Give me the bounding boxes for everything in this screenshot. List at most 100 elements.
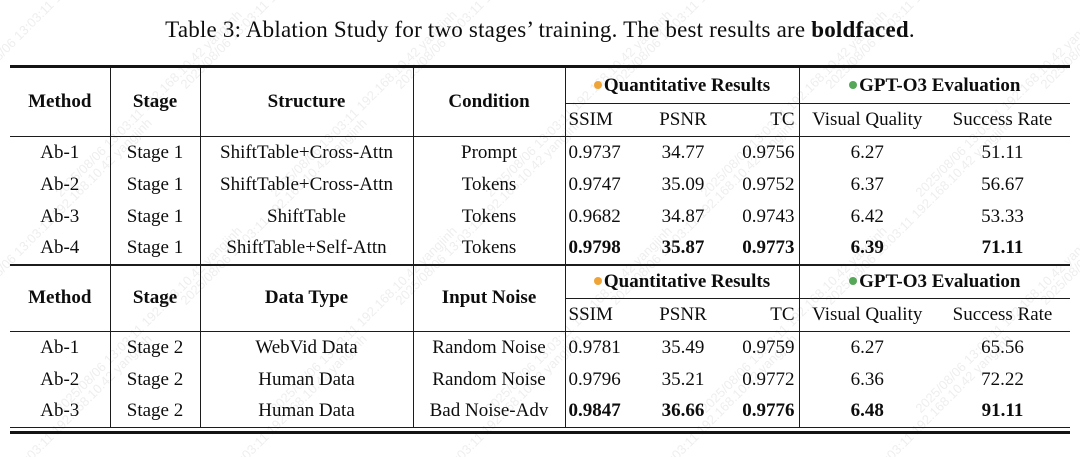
cell-stage: Stage 1 (110, 232, 201, 265)
cell-stage: Stage 2 (110, 331, 201, 364)
cell-stage: Stage 1 (110, 168, 201, 201)
section2-group-header-row: Method Stage Data Type Input Noise Quant… (10, 263, 1071, 332)
cell-tc: 0.9743 (723, 200, 800, 233)
cell-structure: ShiftTable+Cross-Attn (200, 136, 414, 169)
section1-metric-header-row: SSIM PSNR TC Visual Quality Success Rate (10, 103, 1071, 137)
header-method: Method (10, 66, 111, 137)
cell-success-rate: 53.33 (981, 205, 1024, 227)
cell-success-rate: 72.22 (981, 368, 1024, 390)
table-row-s2-ab1: Ab-1 Stage 2 WebVid Data Random Noise 0.… (10, 331, 1070, 364)
ablation-study-table: Method Stage Structure Condition Quantit… (10, 65, 1071, 428)
cell-structure: ShiftTable+Self-Attn (200, 232, 414, 265)
table-row-s1-ab3: Ab-3 Stage 1 ShiftTable Tokens 0.9682 34… (10, 200, 1070, 233)
cell-visual-quality: 6.27 (850, 141, 884, 163)
cell-input-noise: Random Noise (413, 363, 566, 396)
cell-condition: Prompt (413, 136, 566, 169)
cell-psnr: 36.66 (661, 400, 705, 422)
ablation-table: Method Stage Structure Condition Quantit… (10, 65, 1071, 434)
cell-success-rate: 56.67 (981, 173, 1024, 195)
gpt-bullet-icon (849, 80, 858, 89)
cell-ssim: 0.9737 (568, 141, 621, 163)
header-ssim-2: SSIM (565, 298, 643, 332)
cell-condition: Tokens (413, 232, 566, 265)
cell-stage: Stage 2 (110, 363, 201, 396)
table-row-s2-ab2: Ab-2 Stage 2 Human Data Random Noise 0.9… (10, 363, 1070, 396)
section2-metric-header-row: SSIM PSNR TC Visual Quality Success Rate (10, 298, 1071, 332)
header-stage: Stage (110, 66, 201, 137)
cell-input-noise: Bad Noise-Adv (413, 395, 566, 428)
cell-visual-quality: 6.48 (850, 400, 884, 422)
header-quantitative-results: Quantitative Results (565, 66, 800, 104)
quantitative-bullet-icon (593, 80, 602, 89)
cell-tc: 0.9759 (723, 331, 800, 364)
header-psnr-2: PSNR (643, 298, 723, 332)
header-success-rate: Success Rate (935, 103, 1071, 137)
cell-success-rate: 71.11 (981, 237, 1024, 258)
header-psnr: PSNR (643, 103, 723, 137)
cell-stage: Stage 2 (110, 395, 201, 428)
cell-condition: Tokens (413, 168, 566, 201)
cell-structure: ShiftTable (200, 200, 414, 233)
cell-stage: Stage 1 (110, 200, 201, 233)
header-tc-2: TC (723, 298, 800, 332)
section1-group-header-row: Method Stage Structure Condition Quantit… (10, 66, 1071, 137)
cell-ssim: 0.9682 (568, 205, 621, 227)
cell-condition: Tokens (413, 200, 566, 233)
header-stage-2: Stage (110, 263, 201, 332)
table-caption: Table 3: Ablation Study for two stages’ … (0, 0, 1080, 47)
cell-psnr: 35.49 (661, 336, 705, 358)
cell-psnr: 35.09 (661, 173, 705, 195)
cell-method: Ab-1 (10, 331, 111, 364)
gpt-bullet-icon (849, 276, 858, 285)
cell-tc: 0.9773 (723, 232, 800, 265)
caption-bold-word: boldfaced (811, 17, 909, 42)
cell-psnr: 35.87 (661, 237, 705, 258)
cell-method: Ab-2 (10, 168, 111, 201)
header-visual-quality-2: Visual Quality (799, 298, 936, 332)
cell-success-rate: 51.11 (981, 141, 1024, 163)
cell-tc: 0.9772 (723, 363, 800, 396)
cell-psnr: 34.87 (661, 205, 705, 227)
quantitative-results-label: Quantitative Results (603, 74, 771, 96)
cell-ssim: 0.9781 (568, 336, 621, 358)
cell-data-type: WebVid Data (200, 331, 414, 364)
table-row-s1-ab1: Ab-1 Stage 1 ShiftTable+Cross-Attn Promp… (10, 136, 1070, 169)
cell-ssim: 0.9796 (568, 368, 621, 390)
header-gpt-o3-evaluation-2: GPT-O3 Evaluation (799, 263, 1071, 299)
cell-method: Ab-3 (10, 200, 111, 233)
cell-success-rate: 91.11 (981, 400, 1024, 422)
cell-success-rate: 65.56 (981, 336, 1024, 358)
cell-ssim: 0.9847 (568, 400, 621, 422)
header-data-type: Data Type (200, 263, 414, 332)
cell-method: Ab-3 (10, 395, 111, 428)
cell-stage: Stage 1 (110, 136, 201, 169)
cell-visual-quality: 6.42 (850, 205, 884, 227)
cell-input-noise: Random Noise (413, 331, 566, 364)
cell-ssim: 0.9747 (568, 173, 621, 195)
cell-visual-quality: 6.37 (850, 173, 884, 195)
header-structure: Structure (200, 66, 414, 137)
gpt-o3-evaluation-label: GPT-O3 Evaluation (859, 74, 1021, 96)
header-method-2: Method (10, 263, 111, 332)
header-condition: Condition (413, 66, 566, 137)
cell-data-type: Human Data (200, 363, 414, 396)
cell-method: Ab-1 (10, 136, 111, 169)
cell-method: Ab-2 (10, 363, 111, 396)
table-bottom-rule (10, 431, 1070, 434)
header-visual-quality: Visual Quality (799, 103, 936, 137)
quantitative-results-label: Quantitative Results (603, 270, 771, 292)
caption-suffix: . (908, 17, 915, 42)
header-gpt-o3-evaluation: GPT-O3 Evaluation (799, 66, 1071, 104)
cell-visual-quality: 6.39 (850, 237, 884, 258)
cell-structure: ShiftTable+Cross-Attn (200, 168, 414, 201)
table-row-s2-ab3: Ab-3 Stage 2 Human Data Bad Noise-Adv 0.… (10, 395, 1070, 428)
header-quantitative-results-2: Quantitative Results (565, 263, 800, 299)
cell-visual-quality: 6.27 (850, 336, 884, 358)
cell-tc: 0.9756 (723, 136, 800, 169)
header-ssim: SSIM (565, 103, 643, 137)
cell-visual-quality: 6.36 (850, 368, 884, 390)
cell-psnr: 34.77 (661, 141, 705, 163)
table-row-s1-ab2: Ab-2 Stage 1 ShiftTable+Cross-Attn Token… (10, 168, 1070, 201)
quantitative-bullet-icon (593, 276, 602, 285)
cell-data-type: Human Data (200, 395, 414, 428)
